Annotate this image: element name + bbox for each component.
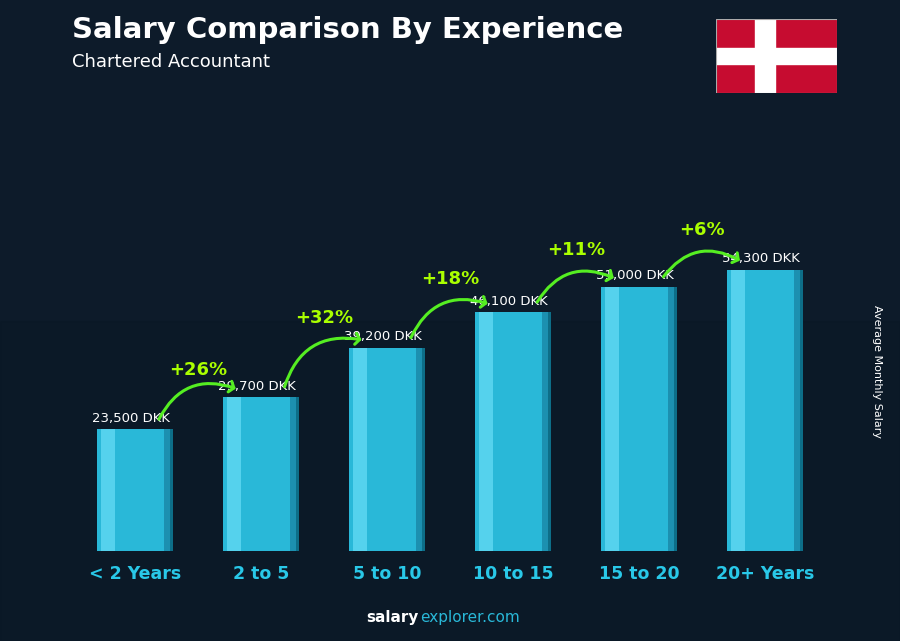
Bar	[732, 270, 745, 551]
Text: salary: salary	[366, 610, 418, 625]
Bar	[548, 312, 551, 551]
Bar	[542, 312, 551, 551]
Bar	[674, 287, 677, 551]
Bar	[422, 348, 425, 551]
Bar	[601, 287, 677, 551]
Bar	[727, 270, 803, 551]
Text: +26%: +26%	[169, 361, 227, 379]
Bar	[606, 287, 619, 551]
Bar	[97, 429, 173, 551]
Bar	[0, 320, 900, 641]
Bar	[716, 48, 837, 64]
Text: explorer.com: explorer.com	[420, 610, 520, 625]
Text: 51,000 DKK: 51,000 DKK	[597, 269, 674, 282]
Bar	[349, 348, 425, 551]
Text: Salary Comparison By Experience: Salary Comparison By Experience	[72, 16, 623, 44]
Bar	[296, 397, 299, 551]
Text: 23,500 DKK: 23,500 DKK	[92, 412, 170, 425]
Text: +32%: +32%	[295, 309, 353, 327]
Text: 29,700 DKK: 29,700 DKK	[219, 379, 296, 392]
Bar	[800, 270, 803, 551]
Bar	[794, 270, 803, 551]
Text: +11%: +11%	[547, 242, 605, 260]
Text: +18%: +18%	[421, 270, 479, 288]
Bar	[228, 397, 241, 551]
Bar	[354, 348, 367, 551]
Bar	[290, 397, 299, 551]
Text: +6%: +6%	[680, 221, 724, 239]
Bar	[170, 429, 173, 551]
Bar	[223, 397, 299, 551]
Text: 46,100 DKK: 46,100 DKK	[471, 295, 548, 308]
Text: 39,200 DKK: 39,200 DKK	[345, 330, 422, 344]
Bar	[668, 287, 677, 551]
Bar	[755, 19, 775, 93]
Bar	[102, 429, 115, 551]
Bar	[416, 348, 425, 551]
Bar	[164, 429, 173, 551]
Bar	[480, 312, 493, 551]
Text: Chartered Accountant: Chartered Accountant	[72, 53, 270, 71]
Bar	[475, 312, 551, 551]
Text: 54,300 DKK: 54,300 DKK	[723, 252, 800, 265]
Text: Average Monthly Salary: Average Monthly Salary	[872, 305, 883, 438]
